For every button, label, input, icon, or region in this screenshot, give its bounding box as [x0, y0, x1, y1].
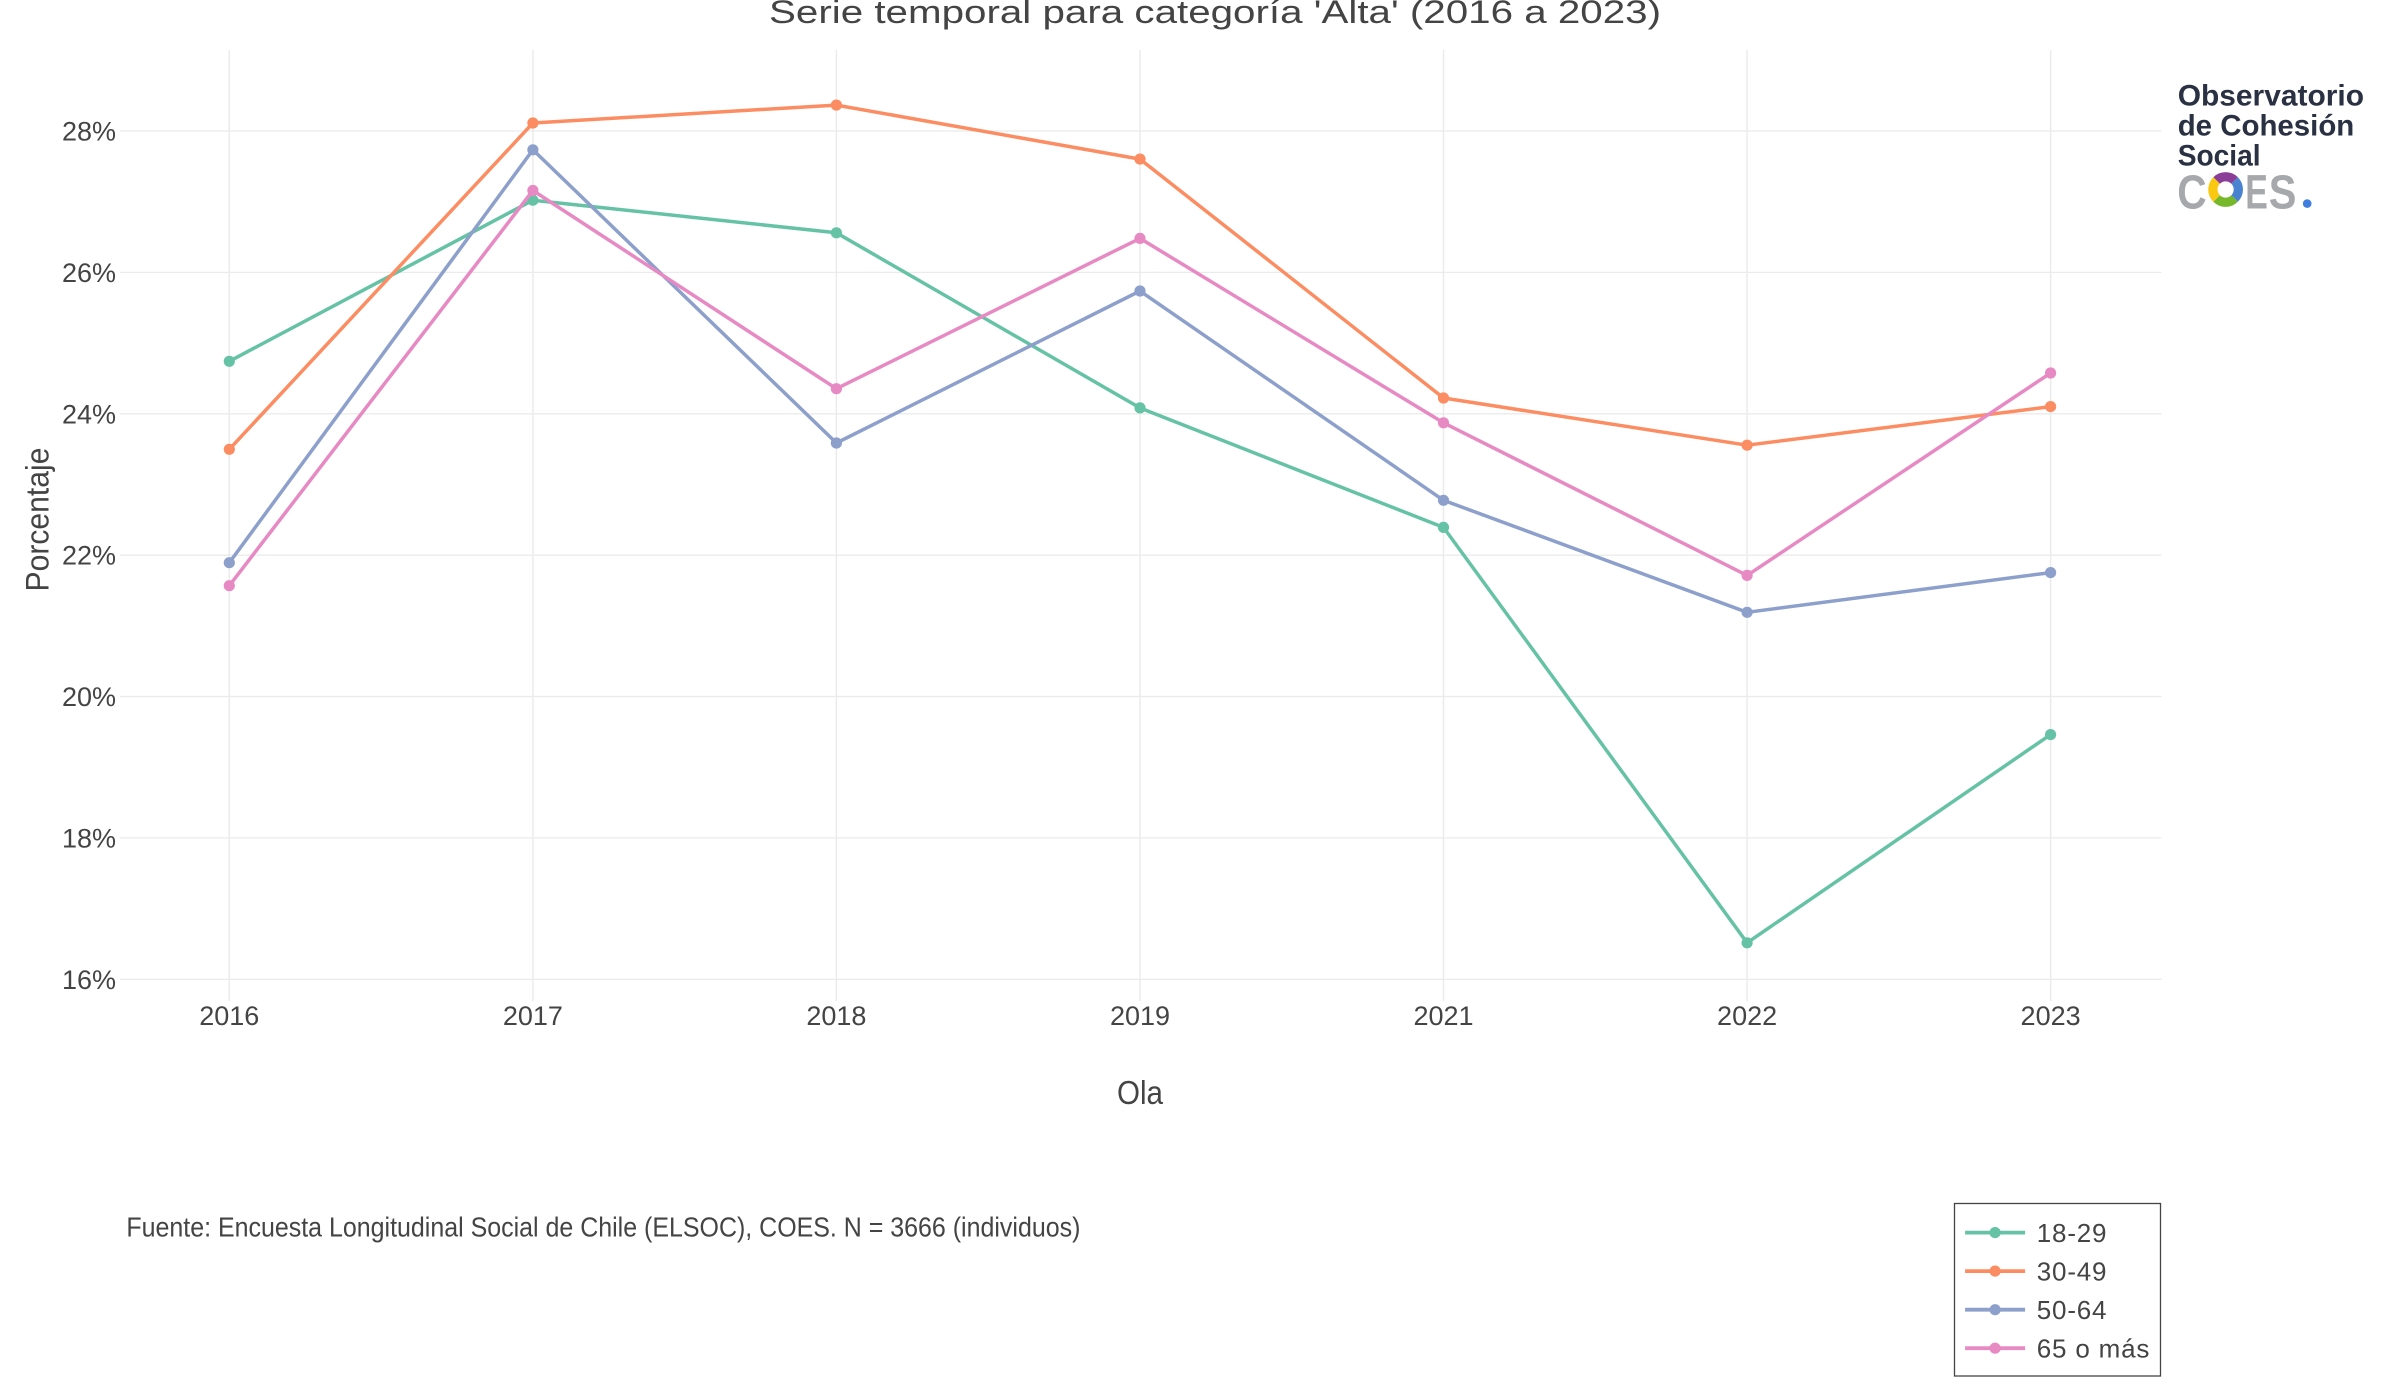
svg-text:de Cohesión: de Cohesión — [2178, 110, 2355, 143]
svg-text:S: S — [2269, 166, 2297, 219]
svg-text:24%: 24% — [62, 399, 116, 429]
svg-text:2022: 2022 — [1717, 1001, 1777, 1031]
svg-text:28%: 28% — [62, 117, 116, 147]
svg-text:C: C — [2177, 166, 2206, 219]
svg-text:2017: 2017 — [503, 1001, 563, 1031]
svg-text:18-29: 18-29 — [2037, 1218, 2108, 1248]
svg-text:Porcentaje: Porcentaje — [20, 448, 56, 592]
svg-text:2021: 2021 — [1413, 1001, 1473, 1031]
svg-text:22%: 22% — [62, 541, 116, 571]
svg-text:2016: 2016 — [199, 1001, 259, 1031]
svg-text:2018: 2018 — [806, 1001, 866, 1031]
svg-text:65 o más: 65 o más — [2037, 1334, 2150, 1364]
svg-text:2019: 2019 — [1110, 1001, 1170, 1031]
svg-text:20%: 20% — [62, 682, 116, 712]
svg-text:26%: 26% — [62, 258, 116, 288]
svg-text:Serie temporal para categoría: Serie temporal para categoría 'Alta' (20… — [769, 0, 1661, 30]
svg-text:18%: 18% — [62, 823, 116, 853]
svg-text:2023: 2023 — [2021, 1001, 2081, 1031]
svg-text:16%: 16% — [62, 965, 116, 995]
svg-text:Social: Social — [2178, 139, 2261, 172]
svg-text:E: E — [2245, 166, 2268, 219]
svg-text:50-64: 50-64 — [2037, 1295, 2108, 1325]
svg-text:Ola: Ola — [1117, 1074, 1164, 1111]
svg-text:30-49: 30-49 — [2037, 1257, 2108, 1287]
svg-text:Fuente: Encuesta Longitudinal: Fuente: Encuesta Longitudinal Social de … — [126, 1211, 1080, 1242]
svg-text:Observatorio: Observatorio — [2178, 79, 2364, 112]
